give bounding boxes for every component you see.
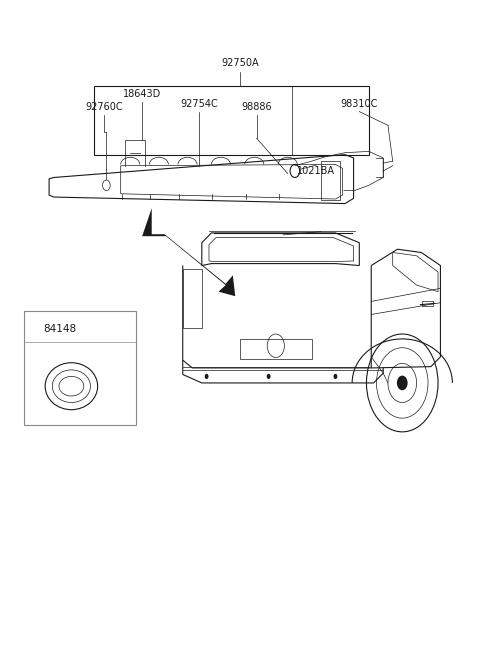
Circle shape bbox=[267, 374, 271, 379]
Text: 98886: 98886 bbox=[241, 102, 272, 112]
Text: 92754C: 92754C bbox=[180, 99, 218, 109]
Text: 1021BA: 1021BA bbox=[297, 166, 336, 176]
Bar bbox=[240, 339, 312, 359]
Bar bbox=[95, 86, 369, 155]
Circle shape bbox=[204, 374, 208, 379]
Bar bbox=[24, 311, 136, 425]
Bar bbox=[422, 301, 433, 306]
Text: 84148: 84148 bbox=[43, 324, 76, 335]
Text: 98310C: 98310C bbox=[341, 99, 378, 109]
Circle shape bbox=[397, 375, 408, 390]
Text: 92750A: 92750A bbox=[221, 58, 259, 68]
Circle shape bbox=[334, 374, 337, 379]
Polygon shape bbox=[142, 208, 235, 296]
Bar bbox=[183, 269, 202, 328]
Bar bbox=[321, 161, 340, 200]
Text: 92760C: 92760C bbox=[85, 102, 123, 112]
Text: 18643D: 18643D bbox=[123, 89, 161, 99]
